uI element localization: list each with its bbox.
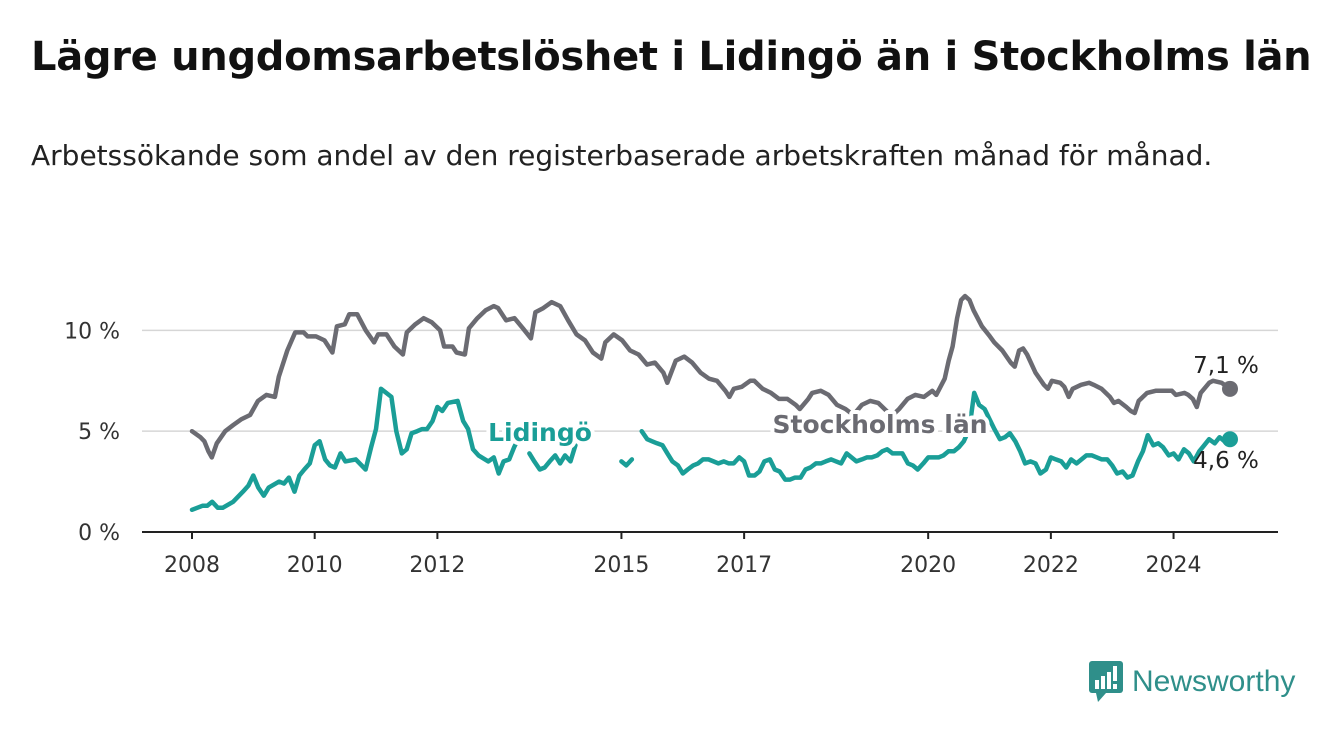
- x-tick-label: 2008: [164, 553, 220, 578]
- x-tick-label: 2024: [1146, 553, 1202, 578]
- stockholm-series-line: [189, 293, 1233, 460]
- y-tick-label: 5 %: [78, 420, 120, 445]
- x-tick-label: 2010: [287, 553, 343, 578]
- x-tick-label: 2020: [900, 553, 956, 578]
- brand-name: Newsworthy: [1132, 665, 1296, 698]
- stockholm-end-label: 7,1 %: [1193, 353, 1259, 379]
- x-tick-label: 2012: [409, 553, 465, 578]
- newsworthy-brand: Newsworthy: [1088, 660, 1295, 704]
- y-tick-label: 0 %: [78, 521, 120, 546]
- y-tick-label: 10 %: [64, 319, 120, 344]
- chart-title: Lägre ungdomsarbetslöshet i Lidingö än i…: [31, 34, 1312, 80]
- x-tick-label: 2017: [716, 553, 772, 578]
- x-tick-label: 2022: [1023, 553, 1079, 578]
- stockholm-series-label: Stockholms län: [773, 410, 988, 439]
- lidingo-series-line: [189, 386, 1233, 513]
- x-tick-label: 2015: [593, 553, 649, 578]
- bar-chart-logo-icon: [1089, 661, 1123, 702]
- lidingo-series-label: Lidingö: [488, 418, 592, 447]
- chart-subtitle: Arbetssökande som andel av den registerb…: [31, 139, 1213, 172]
- stockholm-end-dot: [1222, 380, 1238, 397]
- lidingo-end-label: 4,6 %: [1193, 448, 1259, 474]
- lidingo-end-dot: [1222, 431, 1238, 448]
